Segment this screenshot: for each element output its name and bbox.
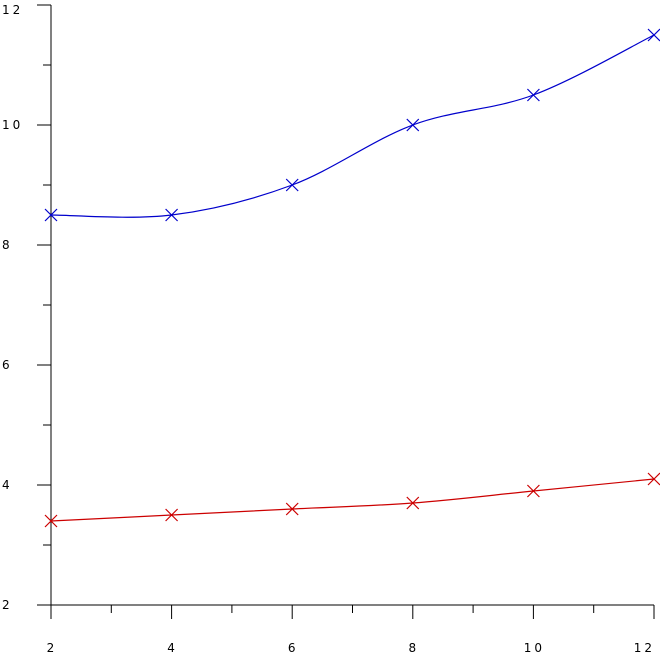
y-tick-label: 10 [2, 118, 23, 132]
x-tick-label: 8 [408, 641, 419, 655]
y-tick-label: 4 [2, 478, 13, 492]
x-tick-label: 12 [634, 641, 655, 655]
point-marker [647, 472, 660, 486]
x-tick-label: 2 [47, 641, 58, 655]
point-marker [647, 28, 660, 42]
point-marker [285, 502, 299, 516]
point-marker [526, 484, 540, 498]
y-tick-label: 8 [2, 238, 13, 252]
point-marker [165, 508, 179, 522]
point-marker [44, 514, 58, 528]
series-line [50, 478, 655, 522]
point-marker [44, 208, 58, 222]
point-marker [406, 118, 420, 132]
x-tick-label: 4 [167, 641, 178, 655]
point-marker [165, 208, 179, 222]
point-marker [285, 178, 299, 192]
point-marker [526, 88, 540, 102]
series-line [50, 34, 655, 218]
y-tick-label: 6 [2, 358, 13, 372]
point-marker [406, 496, 420, 510]
y-tick-label: 12 [2, 3, 23, 17]
x-tick-label: 6 [288, 641, 299, 655]
x-tick-label: 10 [524, 641, 545, 655]
y-tick-label: 2 [2, 598, 13, 612]
